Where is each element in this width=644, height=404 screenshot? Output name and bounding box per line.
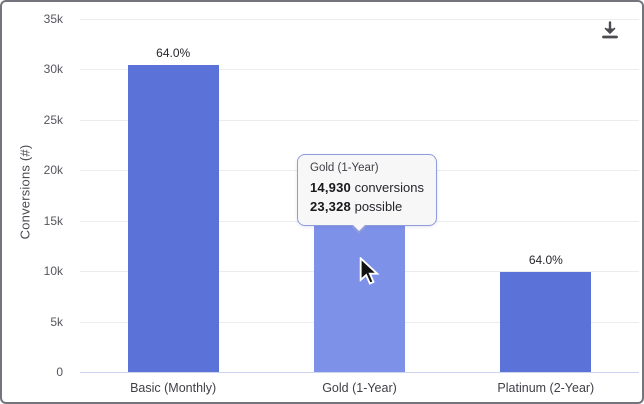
tooltip-possible-value: 23,328 xyxy=(310,198,351,214)
y-tick-label: 10k xyxy=(43,264,63,279)
tooltip: Gold (1-Year) 14,930 conversions 23,328 … xyxy=(297,154,437,234)
bar-gold-1-year[interactable] xyxy=(314,221,405,372)
tooltip-conversions-value: 14,930 xyxy=(310,180,351,195)
bar-basic-monthly[interactable] xyxy=(127,65,219,372)
download-icon xyxy=(602,21,618,39)
y-tick-label: 20k xyxy=(43,163,63,178)
tooltip-conversions-line: 14,930 conversions xyxy=(310,179,424,198)
gridline xyxy=(80,372,639,373)
gridline xyxy=(80,69,639,70)
download-button[interactable] xyxy=(594,14,626,46)
bar-value-label: 64.0% xyxy=(528,252,563,267)
bar-platinum-2-year[interactable] xyxy=(500,271,592,372)
tooltip-possible-line: 23,328 possible xyxy=(310,198,424,217)
gridline xyxy=(80,120,639,121)
y-tick-label: 15k xyxy=(43,213,63,228)
bar-value-label: 64.0% xyxy=(156,46,191,61)
x-axis-label: Basic (Monthly) xyxy=(130,381,217,395)
y-tick-label: 5k xyxy=(50,314,63,329)
y-tick-label: 25k xyxy=(43,112,63,127)
y-tick-label: 30k xyxy=(43,62,63,77)
y-tick-label: 35k xyxy=(43,12,63,26)
tooltip-conversions-label: conversions xyxy=(354,180,424,195)
x-axis-label: Gold (1-Year) xyxy=(322,381,397,395)
tooltip-title: Gold (1-Year) xyxy=(310,162,379,174)
gridline xyxy=(80,19,639,20)
x-axis-label: Platinum (2-Year) xyxy=(497,381,595,395)
tooltip-possible-label: possible xyxy=(354,198,403,214)
y-tick-label: 0 xyxy=(56,365,63,379)
